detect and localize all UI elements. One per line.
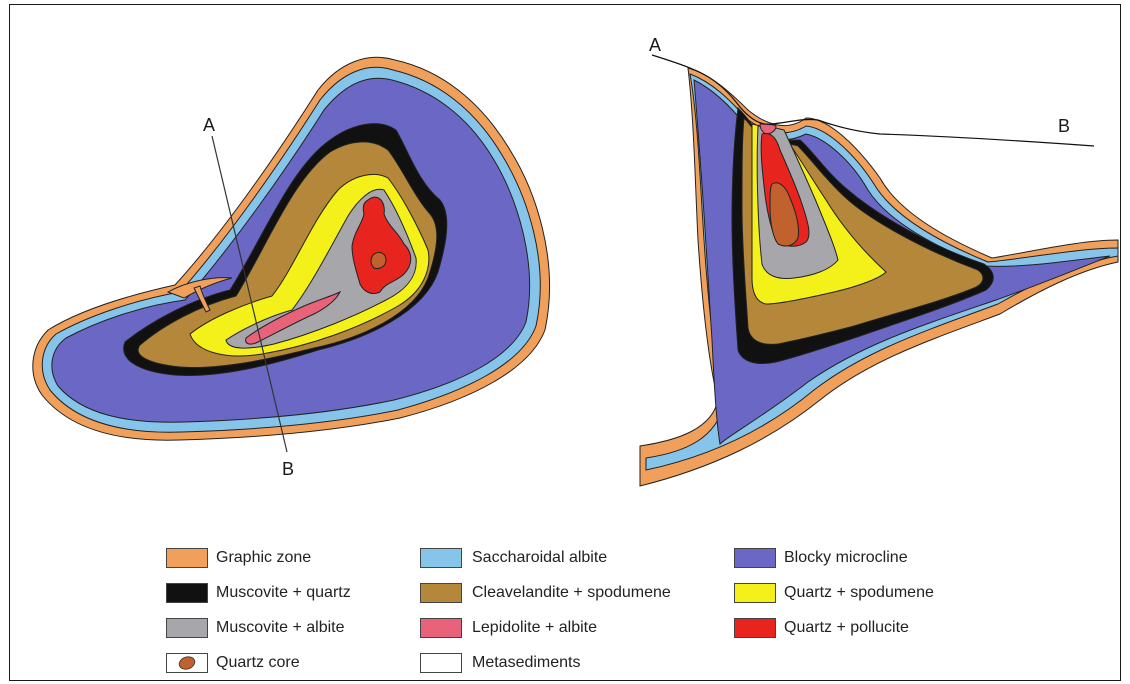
section-start-label: A [649,35,661,55]
plan-section-line [211,135,288,453]
plan-section-start-label: A [203,115,215,135]
plan-section-end-label: B [282,459,294,479]
plan-quartz-pollucite [351,196,412,295]
plan-view-map: A B [32,56,551,479]
section-ground-surface [651,54,1095,147]
section-end-label: B [1058,116,1070,136]
plan-quartz-core [370,251,387,269]
cross-section-map: A B [639,35,1119,487]
plan-graphic-dike-branch [193,285,211,313]
figure-frame [9,4,1121,681]
section-quartz-core [769,182,799,247]
plan-lepidolite-albite [245,290,342,345]
